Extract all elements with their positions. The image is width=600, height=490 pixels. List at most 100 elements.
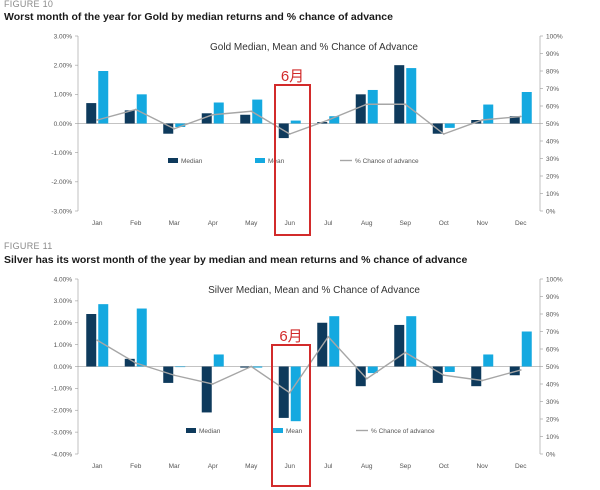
silver-y-tick-label: 3.00% bbox=[54, 298, 73, 305]
silver-x-tick-label: Jun bbox=[285, 463, 296, 470]
gold-chance-point-jul bbox=[327, 119, 330, 121]
silver-y2-tick-label: 10% bbox=[546, 434, 559, 441]
silver-chance-point-dec bbox=[519, 369, 522, 371]
figure-10-label: FIGURE 10 bbox=[4, 0, 54, 9]
gold-x-tick-label: Mar bbox=[169, 220, 181, 227]
silver-mean-bar-aug bbox=[367, 366, 378, 374]
silver-y2-tick-label: 0% bbox=[546, 451, 556, 458]
silver-y2-tick-label: 30% bbox=[546, 399, 559, 406]
gold-x-tick-label: Nov bbox=[476, 220, 488, 227]
silver-chance-point-apr bbox=[211, 383, 214, 385]
gold-mean-bar-feb bbox=[136, 94, 147, 124]
gold-y-tick-label: -1.00% bbox=[51, 150, 72, 157]
silver-chart-title: Silver Median, Mean and % Chance of Adva… bbox=[208, 285, 420, 296]
figure-11-label: FIGURE 11 bbox=[4, 241, 53, 251]
silver-x-tick-label: Sep bbox=[399, 463, 411, 470]
gold-x-tick-label: Dec bbox=[515, 220, 527, 227]
gold-y2-tick-label: 70% bbox=[546, 86, 559, 93]
gold-mean-bar-jan bbox=[98, 71, 109, 124]
silver-chance-point-jan bbox=[96, 339, 99, 342]
silver-median-bar-dec bbox=[509, 366, 520, 376]
figure-10-title: Worst month of the year for Gold by medi… bbox=[4, 11, 393, 23]
silver-mean-bar-jul bbox=[329, 316, 340, 367]
silver-chance-point-may bbox=[250, 365, 253, 368]
silver-mean-bar-mar bbox=[175, 366, 186, 368]
silver-chart: 4.00% 3.00% 2.00% 1.00% 0.00% -1.00% -2.00% -3.… bbox=[51, 276, 563, 487]
silver-y2-tick-label: 90% bbox=[546, 294, 559, 301]
silver-chance-point-nov bbox=[481, 379, 484, 382]
gold-x-tick-label: Jan bbox=[92, 220, 103, 227]
silver-y2-tick-label: 80% bbox=[546, 311, 559, 318]
silver-median-bar-aug bbox=[355, 366, 366, 387]
gold-chance-point-mar bbox=[173, 127, 176, 130]
gold-y2-tick-label: 0% bbox=[546, 208, 556, 215]
silver-y-tick-label: 0.00% bbox=[54, 364, 73, 371]
silver-legend-mean-label: Mean bbox=[286, 428, 303, 435]
gold-legend-mean-label: Mean bbox=[268, 158, 285, 165]
silver-median-bar-may bbox=[240, 366, 251, 368]
silver-y2-tick-label: 70% bbox=[546, 329, 559, 336]
gold-chance-point-sep bbox=[404, 103, 407, 106]
silver-y2-tick-label: 40% bbox=[546, 381, 559, 388]
silver-mean-bar-may bbox=[252, 366, 263, 368]
gold-median-bar-feb bbox=[124, 110, 135, 124]
gold-legend-median-label: Median bbox=[181, 158, 203, 165]
silver-x-tick-label: Oct bbox=[439, 463, 449, 470]
silver-mean-bar-nov bbox=[483, 354, 494, 367]
figure-11-title: Silver has its worst month of the year b… bbox=[4, 254, 468, 266]
silver-median-bar-nov bbox=[471, 366, 482, 387]
silver-legend-median-swatch bbox=[186, 428, 196, 433]
gold-x-tick-label: Sep bbox=[399, 220, 411, 227]
silver-x-tick-label: Aug bbox=[361, 463, 373, 470]
gold-mean-bar-nov bbox=[483, 104, 494, 124]
silver-y-tick-label: 1.00% bbox=[54, 342, 73, 349]
gold-median-bar-mar bbox=[163, 123, 174, 134]
gold-mean-bar-may bbox=[252, 99, 263, 124]
silver-chance-point-feb bbox=[134, 362, 137, 364]
gold-y2-tick-label: 20% bbox=[546, 173, 559, 180]
silver-y2-tick-label: 100% bbox=[546, 276, 563, 283]
silver-chance-point-oct bbox=[442, 374, 445, 377]
gold-y-tick-label: -3.00% bbox=[51, 208, 72, 215]
silver-median-bar-jun bbox=[278, 366, 289, 418]
gold-y2-tick-label: 90% bbox=[546, 51, 559, 58]
silver-mean-bar-sep bbox=[406, 316, 417, 367]
silver-y2-tick-label: 60% bbox=[546, 346, 559, 353]
gold-legend-chance-label: % Chance of advance bbox=[355, 158, 419, 165]
gold-x-tick-label: Feb bbox=[130, 220, 142, 227]
gold-y2-tick-label: 80% bbox=[546, 68, 559, 75]
silver-x-tick-label: Dec bbox=[515, 463, 527, 470]
gold-jun-highlight-label: 6月 bbox=[281, 68, 304, 85]
silver-y-tick-label: 4.00% bbox=[54, 276, 73, 283]
silver-mean-bar-feb bbox=[136, 308, 147, 367]
gold-chance-point-feb bbox=[134, 108, 137, 111]
gold-median-bar-aug bbox=[355, 94, 366, 124]
gold-chance-point-apr bbox=[211, 113, 214, 116]
silver-jun-highlight-box bbox=[271, 344, 311, 487]
gold-x-tick-label: May bbox=[245, 220, 258, 227]
gold-median-bar-sep bbox=[394, 65, 405, 124]
gold-legend-mean-swatch bbox=[255, 158, 265, 163]
gold-mean-bar-sep bbox=[406, 68, 417, 124]
gold-chance-point-aug bbox=[365, 103, 368, 106]
silver-y-tick-label: 2.00% bbox=[54, 320, 73, 327]
silver-jun-highlight-label: 6月 bbox=[279, 328, 302, 345]
gold-jun-highlight-box bbox=[274, 84, 311, 236]
gold-y2-tick-label: 10% bbox=[546, 191, 559, 198]
silver-legend-median-label: Median bbox=[199, 428, 221, 435]
gold-chart-title: Gold Median, Mean and % Chance of Advanc… bbox=[210, 42, 418, 53]
gold-y2-tick-label: 40% bbox=[546, 138, 559, 145]
silver-median-bar-mar bbox=[163, 366, 174, 383]
gold-chance-point-oct bbox=[442, 133, 445, 135]
gold-x-tick-label: Jul bbox=[324, 220, 333, 227]
silver-x-tick-label: Mar bbox=[169, 463, 181, 470]
gold-x-tick-label: Aug bbox=[361, 220, 373, 227]
silver-chance-point-jul bbox=[327, 335, 330, 338]
gold-mean-bar-apr bbox=[213, 102, 224, 124]
gold-mean-bar-aug bbox=[367, 89, 378, 124]
gold-y-tick-label: 3.00% bbox=[54, 33, 73, 40]
silver-chance-point-sep bbox=[404, 351, 407, 354]
gold-mean-bar-dec bbox=[521, 92, 532, 124]
silver-mean-bar-oct bbox=[444, 366, 455, 372]
gold-mean-bar-jul bbox=[329, 116, 340, 124]
